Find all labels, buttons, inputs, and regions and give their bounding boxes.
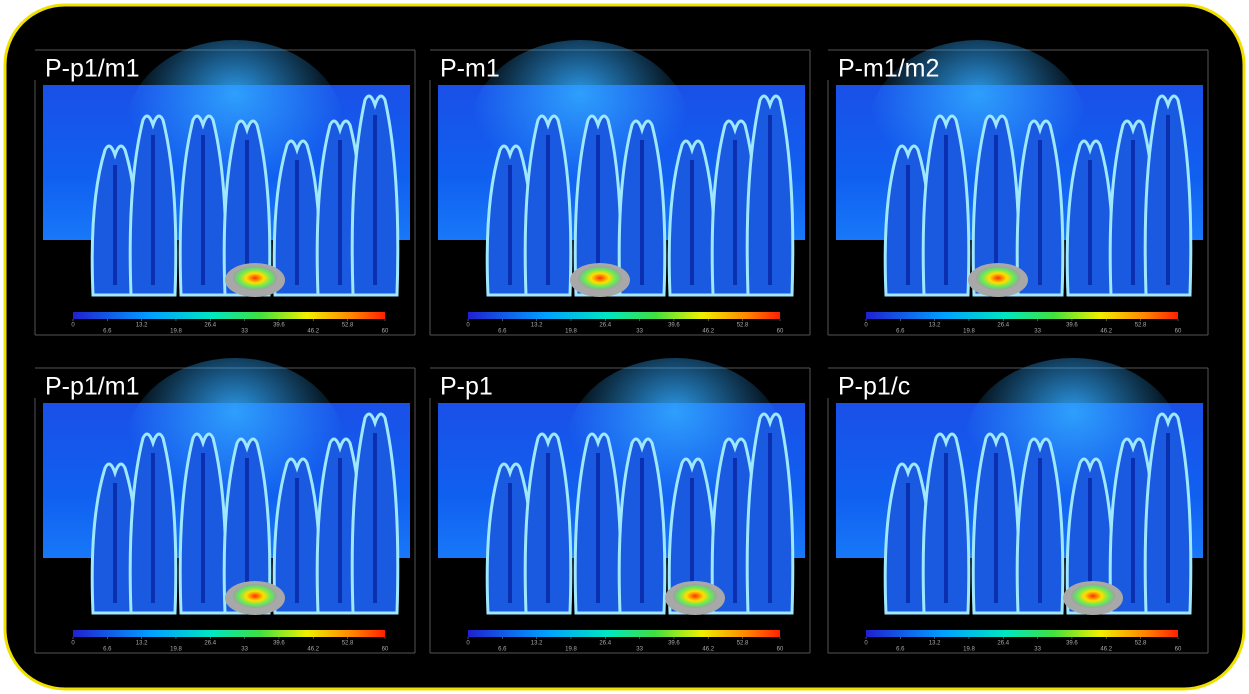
colorbar-tick-label: 13.2	[136, 323, 148, 329]
panel-title: P-m1	[440, 55, 500, 83]
colorbar-tick-label: 6.6	[103, 647, 112, 653]
colorbar-tick-label: 39.6	[668, 641, 680, 647]
stress-hotspot	[233, 584, 277, 608]
colorbar-tick-label: 33	[636, 329, 643, 335]
colorbar-tick-label: 19.8	[963, 647, 975, 653]
stress-hotspot	[578, 266, 622, 290]
colorbar-tick-label: 19.8	[963, 329, 975, 335]
colorbar-tick-label: 60	[777, 329, 784, 335]
panel-title: P-p1	[440, 373, 493, 401]
colorbar	[866, 630, 1178, 637]
panel-title: P-m1/m2	[838, 55, 939, 83]
panel-title: P-p1/m1	[45, 55, 139, 83]
colorbar-tick-label: 46.2	[702, 329, 714, 335]
colorbar-tick-label: 60	[382, 647, 389, 653]
page: {"panels": [ {"title": "P-p1/m1", "color…	[0, 0, 1249, 694]
colorbar-tick-label: 52.8	[737, 323, 749, 329]
stress-hotspot	[673, 584, 717, 608]
colorbar-tick-label: 46.2	[307, 647, 319, 653]
colorbar-tick-label: 13.2	[929, 641, 941, 647]
colorbar-tick-label: 26.4	[599, 641, 611, 647]
colorbar-tick-label: 26.4	[997, 641, 1009, 647]
colorbar	[73, 312, 385, 319]
colorbar-tick-label: 33	[1034, 329, 1041, 335]
colorbar-tick-label: 19.8	[565, 329, 577, 335]
colorbar-tick-label: 6.6	[103, 329, 112, 335]
colorbar-tick-label: 46.2	[702, 647, 714, 653]
stress-hotspot	[233, 266, 277, 290]
colorbar-tick-label: 46.2	[307, 329, 319, 335]
colorbar-tick-label: 39.6	[1066, 641, 1078, 647]
panel-title: P-p1/c	[838, 373, 910, 401]
colorbar-tick-label: 33	[241, 647, 248, 653]
colorbar-tick-label: 13.2	[531, 641, 543, 647]
figure: P-p1/m106.613.219.826.43339.646.252.860P…	[0, 0, 1249, 694]
colorbar-tick-label: 13.2	[929, 323, 941, 329]
colorbar-tick-label: 46.2	[1100, 329, 1112, 335]
colorbar-tick-label: 6.6	[896, 329, 905, 335]
colorbar-tick-label: 33	[1034, 647, 1041, 653]
colorbar-tick-label: 13.2	[531, 323, 543, 329]
colorbar-tick-label: 52.8	[342, 641, 354, 647]
colorbar-tick-label: 33	[241, 329, 248, 335]
colorbar-tick-label: 26.4	[599, 323, 611, 329]
colorbar	[468, 630, 780, 637]
colorbar-tick-label: 19.8	[565, 647, 577, 653]
colorbar-tick-label: 26.4	[204, 641, 216, 647]
colorbar-tick-label: 39.6	[1066, 323, 1078, 329]
colorbar-tick-label: 19.8	[170, 647, 182, 653]
colorbar-tick-label: 60	[382, 329, 389, 335]
colorbar-tick-label: 19.8	[170, 329, 182, 335]
colorbar-tick-label: 6.6	[498, 329, 507, 335]
colorbar-tick-label: 60	[1175, 329, 1182, 335]
colorbar-tick-label: 52.8	[1135, 641, 1147, 647]
colorbar-tick-label: 6.6	[896, 647, 905, 653]
colorbar-tick-label: 52.8	[737, 641, 749, 647]
colorbar	[73, 630, 385, 637]
colorbar-tick-label: 13.2	[136, 641, 148, 647]
colorbar-tick-label: 33	[636, 647, 643, 653]
colorbar	[866, 312, 1178, 319]
colorbar-tick-label: 6.6	[498, 647, 507, 653]
colorbar-tick-label: 60	[777, 647, 784, 653]
panel-title: P-p1/m1	[45, 373, 139, 401]
colorbar-tick-label: 39.6	[273, 641, 285, 647]
colorbar-tick-label: 39.6	[668, 323, 680, 329]
colorbar-tick-label: 39.6	[273, 323, 285, 329]
colorbar	[468, 312, 780, 319]
colorbar-tick-label: 26.4	[997, 323, 1009, 329]
colorbar-tick-label: 52.8	[342, 323, 354, 329]
colorbar-tick-label: 52.8	[1135, 323, 1147, 329]
colorbar-tick-label: 26.4	[204, 323, 216, 329]
stress-hotspot	[976, 266, 1020, 290]
colorbar-tick-label: 60	[1175, 647, 1182, 653]
stress-hotspot	[1071, 584, 1115, 608]
colorbar-tick-label: 46.2	[1100, 647, 1112, 653]
